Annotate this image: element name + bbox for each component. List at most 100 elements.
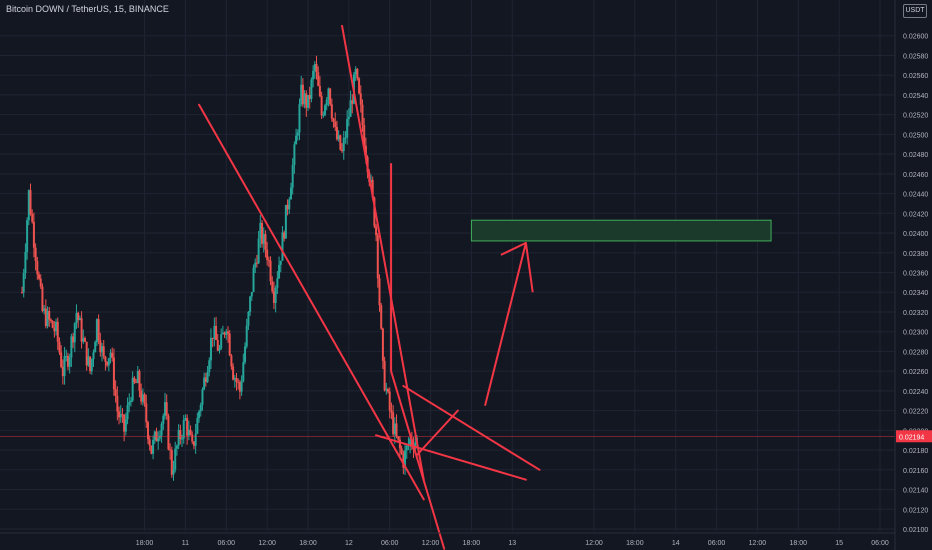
candle-body — [240, 381, 243, 392]
candle-body — [48, 311, 51, 320]
candle-body — [318, 85, 321, 97]
candle-body — [21, 292, 23, 294]
candle-body — [262, 234, 265, 244]
y-tick-label: 0.02360 — [903, 271, 928, 278]
candle-body — [104, 356, 107, 362]
candle-body — [358, 78, 361, 94]
steep-line — [341, 24, 425, 481]
x-tick-label: 12 — [345, 540, 353, 547]
candle-body — [55, 321, 58, 332]
y-tick-label: 0.02380 — [903, 251, 928, 258]
candle-body — [252, 267, 255, 292]
candle-body — [337, 135, 340, 140]
candle-body — [118, 411, 121, 418]
candle-body — [271, 281, 274, 292]
candle-body — [95, 319, 98, 343]
candle-body — [385, 389, 388, 391]
candle-body — [140, 390, 143, 402]
candle-body — [245, 325, 248, 347]
x-tick-label: 18:00 — [463, 540, 481, 547]
up-arrow-head-left — [500, 242, 527, 256]
candle-body — [111, 352, 114, 358]
candle-body — [307, 95, 309, 108]
candle-body — [160, 423, 163, 436]
candle-body — [381, 328, 384, 361]
y-tick-label: 0.02280 — [903, 349, 928, 356]
candle-body — [308, 95, 311, 99]
candle-body — [146, 422, 149, 440]
candle-body — [78, 318, 81, 321]
candle-body — [85, 341, 88, 366]
candle-body — [220, 334, 223, 349]
candle-body — [320, 96, 323, 116]
x-tick-label: 12:00 — [585, 540, 603, 547]
candle-body — [186, 418, 189, 436]
wedge-upper-line — [390, 370, 446, 550]
candle-body — [402, 453, 405, 468]
candle-body — [341, 149, 344, 152]
candle-body — [409, 438, 412, 446]
candle-body — [313, 63, 316, 71]
candle-body — [165, 402, 168, 416]
candle-body — [238, 382, 241, 392]
candle-body — [267, 259, 270, 261]
y-tick-label: 0.02260 — [903, 369, 928, 376]
x-tick-label: 12:00 — [422, 540, 440, 547]
x-tick-label: 12:00 — [749, 540, 767, 547]
candle-body — [349, 100, 352, 117]
candle-body — [167, 415, 170, 450]
candle-body — [286, 204, 289, 210]
currency-badge[interactable]: USDT — [903, 4, 927, 18]
last-price-label: 0.02194 — [899, 434, 924, 441]
candle-body — [126, 405, 129, 420]
candle-body — [249, 296, 252, 312]
candle-body — [230, 355, 233, 367]
candle-body — [289, 187, 292, 200]
candle-body — [334, 121, 337, 127]
candle-body — [102, 346, 105, 357]
candle-body — [233, 377, 236, 380]
y-tick-label: 0.02500 — [903, 132, 928, 139]
candle-body — [296, 132, 299, 136]
candle-body — [189, 429, 192, 435]
candle-body — [90, 359, 93, 372]
candle-body — [138, 371, 141, 391]
y-tick-label: 0.02440 — [903, 192, 928, 199]
candle-body — [114, 389, 117, 396]
y-tick-label: 0.02580 — [903, 53, 928, 60]
x-tick-label: 11 — [182, 540, 189, 547]
candle-body — [203, 377, 206, 390]
up-arrow — [484, 241, 534, 406]
candle-body — [298, 104, 301, 133]
candle-body — [225, 331, 228, 335]
candle-body — [400, 448, 403, 454]
candle-body — [276, 278, 279, 288]
y-tick-label: 0.02540 — [903, 93, 928, 100]
candle-body — [356, 68, 359, 79]
candle-body — [44, 308, 47, 327]
x-tick-label: 18:00 — [790, 540, 808, 547]
candle-body — [27, 190, 30, 221]
candle-body — [70, 336, 73, 358]
upper-diag-line — [198, 103, 425, 501]
candle-body — [51, 320, 54, 328]
candle-body — [279, 260, 282, 265]
x-tick-label: 18:00 — [299, 540, 317, 547]
candle-body — [310, 79, 313, 99]
candle-body — [206, 372, 209, 383]
candle-body — [255, 262, 258, 264]
candle-body — [89, 356, 92, 372]
candle-body — [221, 332, 224, 335]
candle-body — [34, 247, 37, 262]
candle-body — [261, 222, 264, 244]
candle-body — [92, 352, 95, 360]
time-axis: 18:00 11 06:00 12:00 18:00 12 06:00 12:00 18:00 1… — [0, 532, 895, 547]
target-zone-layer — [470, 219, 772, 242]
candle-body — [405, 445, 408, 451]
candle-body — [145, 403, 148, 423]
candle-body — [235, 377, 238, 382]
candle-body — [387, 389, 390, 392]
y-tick-label: 0.02320 — [903, 310, 928, 317]
